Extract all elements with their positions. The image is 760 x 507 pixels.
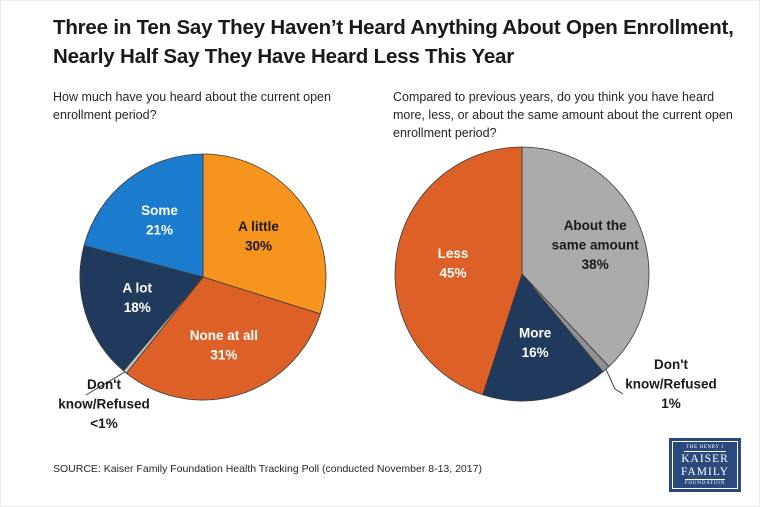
kff-logo-kaiser: KAISER (681, 452, 729, 465)
pie-slice-a-lot (79, 245, 204, 372)
kff-logo-foundation: FOUNDATION (684, 479, 726, 487)
right-chart-question: Compared to previous years, do you think… (393, 90, 733, 141)
left-chart-question: How much have you heard about the curren… (53, 90, 331, 123)
pie-label-some: Some 21% (141, 203, 178, 238)
pie-label-less: Less 45% (438, 246, 469, 280)
pie-slice-about-the-same-amount (521, 146, 650, 367)
pie-label-don-t-know-refused: Don't know/Refused 1% (625, 357, 717, 411)
pie-label-more: More 16% (519, 325, 552, 360)
pie-label-about-the-same-amount: About the same amount 38% (552, 218, 640, 272)
kff-logo-family: FAMILY (680, 465, 730, 478)
pie-slice-a-little (202, 153, 327, 315)
leader-line-don-t-know-refused (85, 371, 126, 396)
pie-chart-right: About the same amount 38% Don't know/Refused… (394, 146, 717, 411)
pie-slice-less (394, 146, 523, 396)
pie-label-a-lot: A lot 18% (123, 280, 153, 315)
slide-title: Three in Ten Say They Haven’t Heard Anyt… (53, 16, 734, 69)
pie-label-a-little: A little 30% (238, 219, 279, 254)
pie-slice-some (83, 153, 204, 278)
pie-label-don-t-know-refused: Don't know/Refused <1% (58, 377, 150, 431)
kff-logo-the-henry-j: THE HENRY J (684, 444, 726, 452)
kff-logo-frame: THE HENRY J KAISER FAMILY FOUNDATION (672, 441, 738, 489)
pie-slice-none-at-all (126, 276, 321, 401)
pie-chart-left: A little 30% None at all 31% Don't know/Refus… (58, 153, 327, 431)
pie-slice-more (482, 273, 604, 402)
source-note: SOURCE: Kaiser Family Foundation Health … (53, 463, 482, 475)
kff-logo: THE HENRY J KAISER FAMILY FOUNDATION (669, 438, 741, 492)
pie-label-none-at-all: None at all 31% (190, 328, 258, 363)
leader-line-don-t-know-refused (605, 369, 624, 395)
